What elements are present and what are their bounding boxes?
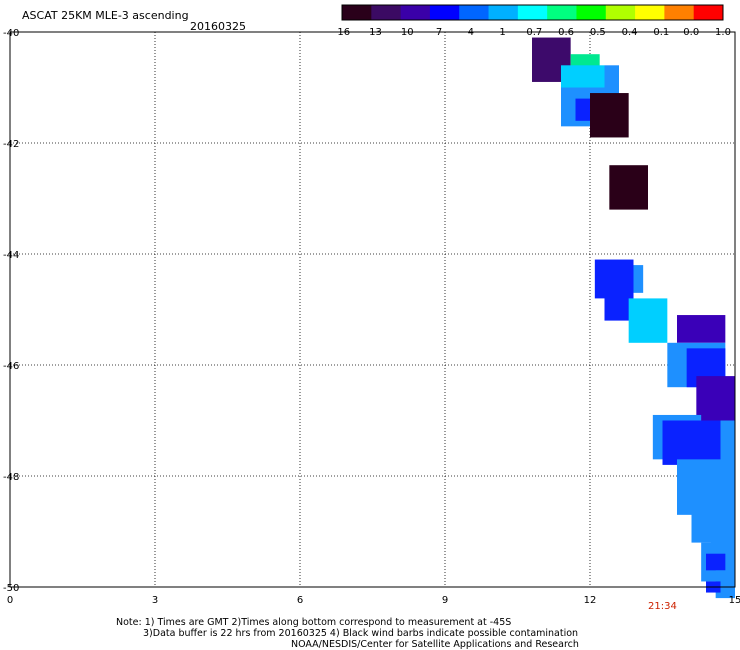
chart-date: 20160325	[190, 20, 246, 33]
colorbar-swatch	[547, 5, 577, 20]
colorbar-swatch	[635, 5, 665, 20]
y-tick-label: -40	[3, 28, 19, 39]
data-cell	[691, 503, 721, 543]
data-cell	[706, 553, 726, 571]
colorbar-swatch	[371, 5, 402, 20]
x-tick-label: 15	[729, 595, 740, 606]
note-line-3: NOAA/NESDIS/Center for Satellite Applica…	[291, 639, 579, 650]
colorbar-swatch	[605, 5, 636, 20]
data-cell	[590, 93, 629, 138]
colorbar-swatch	[576, 5, 607, 20]
colorbar-swatch	[400, 5, 431, 20]
colorbar-swatch	[429, 5, 460, 20]
note-line-1: Note: 1) Times are GMT 2)Times along bot…	[116, 617, 511, 628]
colorbar-swatch	[342, 5, 372, 20]
colorbar: -16 -13 -10 -7 -4 -1 -0.7 -0.6 -0.5 -0.4 -0.1 0.0 1.…	[334, 4, 731, 38]
plot-frame	[9, 31, 736, 588]
y-tick-label: -44	[3, 250, 19, 261]
x-tick-label: 9	[442, 595, 448, 606]
time-label: 21:34	[648, 601, 677, 612]
colorbar-swatch	[517, 5, 548, 20]
data-cell	[628, 298, 668, 343]
plot-axes: 0 3 6 9 12 15 -40 -42 -44 -46 -48 -50	[3, 28, 740, 606]
data-cell	[662, 420, 726, 465]
colorbar-swatch	[664, 5, 695, 20]
note-line-2: 3)Data buffer is 22 hrs from 20160325 4)…	[143, 628, 578, 639]
data-cell	[696, 376, 735, 421]
data-cell	[609, 165, 648, 210]
y-tick-label: -46	[3, 361, 19, 372]
plot-grid	[10, 32, 735, 587]
colorbar-swatch	[693, 5, 724, 20]
y-tick-label: -50	[3, 583, 19, 594]
data-cells	[532, 37, 735, 599]
y-tick-label: -42	[3, 139, 19, 150]
colorbar-frame	[341, 4, 724, 21]
x-tick-label: 3	[152, 595, 158, 606]
data-cell	[677, 315, 726, 343]
x-tick-label: 6	[297, 595, 303, 606]
chart-title: ASCAT 25KM MLE-3 ascending	[22, 9, 189, 22]
y-tick-label: -48	[3, 472, 19, 483]
data-cell	[633, 265, 644, 293]
colorbar-swatch	[488, 5, 519, 20]
x-tick-label: 12	[584, 595, 597, 606]
x-tick-label: 0	[7, 595, 13, 606]
colorbar-swatch	[459, 5, 490, 20]
